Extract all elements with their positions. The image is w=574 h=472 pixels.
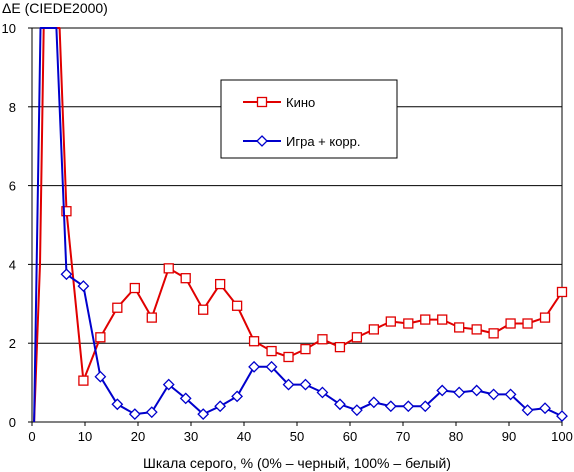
data-point xyxy=(522,318,533,329)
x-tick-label: 70 xyxy=(396,429,410,444)
x-tick-label: 30 xyxy=(184,429,198,444)
data-point xyxy=(231,390,244,403)
y-tick-label: 4 xyxy=(9,257,16,272)
data-point xyxy=(300,343,311,355)
data-point xyxy=(539,402,551,415)
data-point xyxy=(231,300,243,311)
series-line xyxy=(33,27,563,423)
data-point xyxy=(163,263,174,274)
data-point xyxy=(367,396,380,409)
data-point xyxy=(265,360,278,373)
series-line xyxy=(33,27,563,423)
x-tick-label: 90 xyxy=(502,429,516,444)
data-point xyxy=(129,282,140,294)
data-point xyxy=(111,398,124,411)
data-point xyxy=(556,410,568,423)
legend: Кино Игра + корр. xyxy=(220,79,398,159)
data-point xyxy=(179,392,192,405)
y-tick-label: 2 xyxy=(9,336,16,351)
x-tick-label: 100 xyxy=(551,429,573,444)
data-point xyxy=(436,384,449,397)
data-point xyxy=(95,332,106,343)
y-tick-label: 6 xyxy=(9,179,16,194)
data-point xyxy=(282,378,295,391)
y-axis-title: ΔE (CIEDE2000) xyxy=(2,0,108,16)
x-tick-label: 80 xyxy=(449,429,463,444)
x-tick-label: 10 xyxy=(78,429,92,444)
data-point xyxy=(419,400,432,413)
data-point xyxy=(128,408,141,421)
x-tick-label: 0 xyxy=(28,429,35,444)
data-point xyxy=(162,378,175,391)
data-point xyxy=(505,318,516,329)
data-point xyxy=(487,388,500,401)
data-point xyxy=(214,400,227,413)
legend-box xyxy=(220,79,398,159)
data-point xyxy=(403,318,414,329)
data-point xyxy=(402,400,415,413)
series-kino xyxy=(33,27,568,423)
data-point xyxy=(488,328,499,339)
y-tick-label: 8 xyxy=(9,100,16,115)
data-point xyxy=(521,404,534,417)
legend-marker-game xyxy=(256,135,268,147)
series-layer xyxy=(33,27,568,423)
data-point xyxy=(94,370,107,383)
data-point xyxy=(453,386,466,399)
data-point xyxy=(470,384,483,397)
data-point xyxy=(248,360,260,373)
data-point xyxy=(145,406,158,419)
x-axis-ticks: 0 10 20 30 40 50 60 70 80 90 100 xyxy=(28,422,573,444)
data-point xyxy=(556,286,568,298)
legend-marker-kino xyxy=(256,96,268,108)
legend-label-game: Игра + корр. xyxy=(286,134,361,149)
data-point xyxy=(504,388,517,401)
data-point xyxy=(317,334,328,345)
series-game xyxy=(33,27,568,423)
y-tick-label: 10 xyxy=(2,21,16,36)
data-point xyxy=(214,278,226,290)
x-tick-label: 20 xyxy=(131,429,145,444)
data-point xyxy=(197,408,210,421)
data-point xyxy=(471,324,482,335)
data-point xyxy=(334,398,346,411)
x-tick-label: 40 xyxy=(237,429,251,444)
data-point xyxy=(283,351,294,363)
data-point xyxy=(368,324,380,335)
data-point xyxy=(60,268,73,281)
data-point xyxy=(146,312,157,323)
x-tick-label: 50 xyxy=(290,429,304,444)
y-tick-label: 0 xyxy=(9,415,16,430)
data-point xyxy=(437,314,448,325)
data-point xyxy=(454,322,465,333)
data-point xyxy=(539,312,551,323)
data-point xyxy=(248,336,260,347)
data-point xyxy=(266,345,277,357)
data-point xyxy=(316,386,329,399)
data-point xyxy=(385,316,396,327)
data-point xyxy=(351,332,363,343)
data-point xyxy=(77,280,90,292)
data-point xyxy=(61,206,72,217)
data-point xyxy=(112,302,123,313)
data-point xyxy=(198,304,209,315)
y-axis-ticks: 0 2 4 6 8 10 xyxy=(2,21,32,430)
data-point xyxy=(384,400,397,413)
x-tick-label: 60 xyxy=(343,429,357,444)
legend-label-kino: Кино xyxy=(286,95,315,110)
data-point xyxy=(299,378,312,391)
data-point xyxy=(78,375,89,386)
x-axis-title: Шкала серого, % (0% – черный, 100% – бел… xyxy=(143,455,451,471)
data-point xyxy=(350,404,363,417)
data-point xyxy=(334,341,346,353)
data-point xyxy=(180,273,191,284)
data-point xyxy=(420,314,431,325)
